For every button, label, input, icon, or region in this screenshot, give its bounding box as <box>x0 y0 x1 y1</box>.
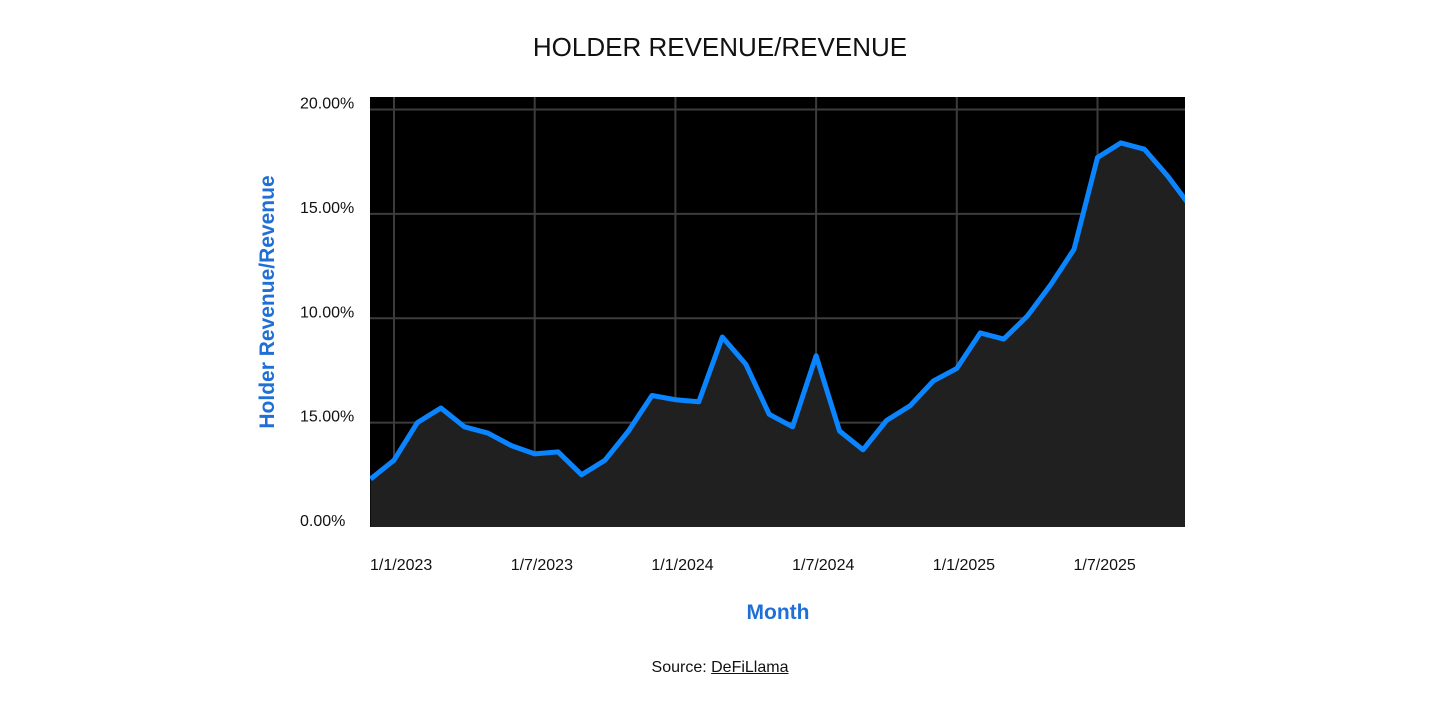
x-tick-label: 1/7/2024 <box>792 557 854 574</box>
x-tick-label: 1/1/2024 <box>651 557 713 574</box>
area-fill-layer <box>370 142 1185 527</box>
x-tick-label: 1/7/2025 <box>1074 557 1136 574</box>
y-tick-label: 15.00% <box>300 200 354 217</box>
x-tick-labels: 1/1/2023 1/7/2023 1/1/2024 1/7/2024 1/1/2025… <box>370 557 1136 574</box>
series-line-layer <box>370 140 1185 481</box>
y-axis-label: Holder Revenue/Revenue <box>256 175 279 429</box>
chart-title: HOLDER REVENUE/REVENUE <box>532 32 908 62</box>
x-axis-label: Month <box>746 601 810 624</box>
y-tick-label: 10.00% <box>300 304 354 321</box>
y-tick-label: 20.00% <box>300 96 354 113</box>
series-area <box>370 142 1185 527</box>
source-prefix: Source: <box>651 659 712 676</box>
x-tick-label: 1/1/2025 <box>933 557 995 574</box>
y-tick-labels: 0.00% 15.00% 10.00% 15.00% 20.00% <box>300 96 354 530</box>
y-tick-label: 15.00% <box>300 409 354 426</box>
x-tick-label: 1/1/2023 <box>370 557 432 574</box>
source-line: Source: DeFiLlama <box>0 659 1440 677</box>
series-line <box>370 140 1185 481</box>
y-axis-label-wrap: Holder Revenue/Revenue <box>256 175 280 428</box>
source-link[interactable]: DeFiLlama <box>711 659 789 676</box>
x-tick-label: 1/7/2023 <box>511 557 573 574</box>
y-tick-label: 0.00% <box>300 513 345 530</box>
